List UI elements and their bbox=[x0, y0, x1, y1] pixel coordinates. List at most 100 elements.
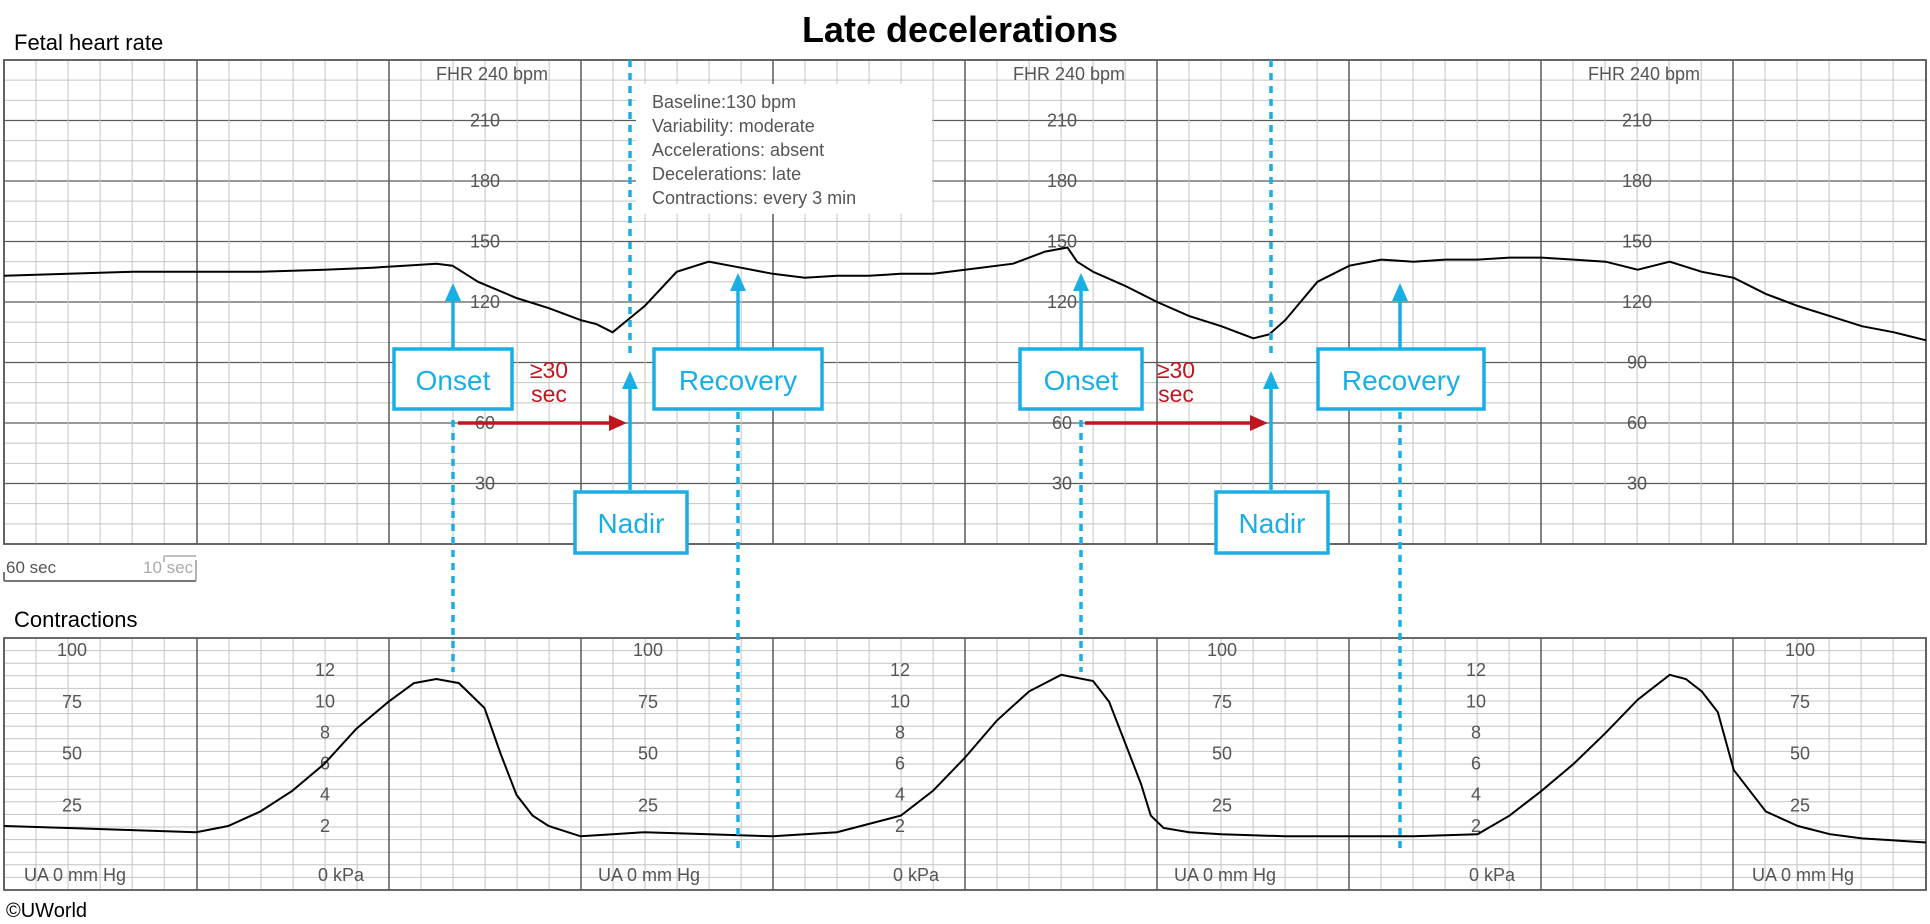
contraction-mmhg-tick: 100 bbox=[57, 640, 87, 660]
contraction-kpa-tick: 2 bbox=[895, 816, 905, 836]
fhr-tick-label: 120 bbox=[1622, 292, 1652, 312]
onset-box-2 bbox=[1018, 347, 1144, 411]
contraction-kpa-tick: 12 bbox=[315, 660, 335, 680]
fhr-axis-labels: FHR 240 bpm 30 60 120 150 180 210 FHR 240 bpm 30… bbox=[436, 64, 1700, 494]
nadir-label-1: Nadir bbox=[598, 508, 665, 539]
fhr-tick-label: 210 bbox=[470, 111, 500, 131]
nadir-label-2: Nadir bbox=[1239, 508, 1306, 539]
onset-label-1: Onset bbox=[416, 365, 491, 396]
info-box: Baseline:130 bpm Variability: moderate A… bbox=[636, 84, 932, 214]
fhr-tick-label: 150 bbox=[470, 232, 500, 252]
contraction-kpa-tick: 4 bbox=[320, 785, 330, 805]
contraction-baseline-label: 0 kPa bbox=[893, 865, 940, 885]
fhr-tick-label: 120 bbox=[1047, 292, 1077, 312]
contraction-kpa-tick: 4 bbox=[1471, 785, 1481, 805]
contraction-kpa-tick: 8 bbox=[320, 722, 330, 742]
contraction-mmhg-tick: 50 bbox=[62, 744, 82, 764]
recovery-box-2 bbox=[1316, 347, 1486, 411]
contraction-mmhg-tick: 100 bbox=[1785, 640, 1815, 660]
scale-bar-major-label: 60 sec bbox=[6, 558, 57, 577]
event-markers bbox=[451, 60, 1402, 853]
contraction-mmhg-tick: 75 bbox=[62, 692, 82, 712]
nadir-box-2 bbox=[1214, 490, 1330, 555]
contraction-mmhg-tick: 25 bbox=[1212, 795, 1232, 815]
contraction-kpa-tick: 12 bbox=[1466, 660, 1486, 680]
contraction-mmhg-tick: 50 bbox=[1212, 744, 1232, 764]
onset-label-2: Onset bbox=[1044, 365, 1119, 396]
fhr-tick-label: 30 bbox=[475, 474, 495, 494]
fhr-tick-label: 120 bbox=[470, 292, 500, 312]
contraction-baseline-label: UA 0 mm Hg bbox=[1174, 865, 1276, 885]
info-line-baseline: Baseline:130 bpm bbox=[652, 92, 796, 112]
contraction-kpa-tick: 10 bbox=[890, 691, 910, 711]
contraction-kpa-tick: 12 bbox=[890, 660, 910, 680]
fhr-tick-label: 90 bbox=[1627, 353, 1647, 373]
info-line-variability: Variability: moderate bbox=[652, 116, 815, 136]
contraction-mmhg-tick: 75 bbox=[1790, 692, 1810, 712]
contraction-mmhg-tick: 25 bbox=[1790, 795, 1810, 815]
contraction-mmhg-tick: 75 bbox=[1212, 692, 1232, 712]
fhr-scale-label: FHR 240 bpm bbox=[1013, 64, 1125, 84]
fhr-trace bbox=[3, 246, 1927, 342]
lag-label-top-1: ≥30 bbox=[530, 357, 568, 383]
contraction-mmhg-tick: 50 bbox=[1790, 744, 1810, 764]
info-line-decelerations: Decelerations: late bbox=[652, 164, 801, 184]
contractions-axis-labels: 25 50 75 100 25 50 75 100 25 50 75 100 25 50 75 100 2 4 6 8… bbox=[24, 640, 1854, 885]
fhr-tick-label: 150 bbox=[1047, 232, 1077, 252]
nadir-box-1 bbox=[573, 490, 689, 555]
contraction-mmhg-tick: 25 bbox=[62, 795, 82, 815]
contraction-kpa-tick: 6 bbox=[895, 754, 905, 774]
contraction-mmhg-tick: 25 bbox=[638, 795, 658, 815]
contraction-mmhg-tick: 100 bbox=[1207, 640, 1237, 660]
time-scale-bar: 60 sec 10 sec bbox=[3, 555, 197, 582]
fhr-panel-title: Fetal heart rate bbox=[14, 30, 163, 55]
info-line-contractions: Contractions: every 3 min bbox=[652, 188, 856, 208]
contraction-kpa-tick: 10 bbox=[315, 691, 335, 711]
fhr-grid bbox=[3, 59, 1927, 890]
contraction-baseline-label: 0 kPa bbox=[318, 865, 365, 885]
contraction-kpa-tick: 6 bbox=[1471, 754, 1481, 774]
fhr-tick-label: 60 bbox=[1052, 413, 1072, 433]
onset-box-1 bbox=[392, 347, 514, 411]
recovery-label-1: Recovery bbox=[679, 365, 797, 396]
fhr-tick-label: 150 bbox=[1622, 232, 1652, 252]
contraction-kpa-tick: 10 bbox=[1466, 691, 1486, 711]
fhr-tick-label: 30 bbox=[1052, 474, 1072, 494]
copyright-text: ©UWorld bbox=[6, 900, 87, 922]
contraction-mmhg-tick: 75 bbox=[638, 692, 658, 712]
recovery-label-2: Recovery bbox=[1342, 365, 1460, 396]
fhr-tick-label: 30 bbox=[1627, 474, 1647, 494]
contraction-mmhg-tick: 50 bbox=[638, 744, 658, 764]
lag-label-bottom-1: sec bbox=[531, 381, 567, 407]
fhr-scale-label: FHR 240 bpm bbox=[436, 64, 548, 84]
annotations: Onset ≥30 sec Nadir Recovery Onset ≥30 s… bbox=[392, 273, 1486, 555]
contraction-baseline-label: UA 0 mm Hg bbox=[24, 865, 126, 885]
contraction-kpa-tick: 2 bbox=[1471, 816, 1481, 836]
contraction-kpa-tick: 8 bbox=[895, 722, 905, 742]
fhr-tick-label: 210 bbox=[1622, 111, 1652, 131]
contraction-kpa-tick: 8 bbox=[1471, 722, 1481, 742]
contraction-kpa-tick: 4 bbox=[895, 785, 905, 805]
contractions-grid bbox=[3, 637, 1927, 891]
fhr-scale-label: FHR 240 bpm bbox=[1588, 64, 1700, 84]
figure-title: Late decelerations bbox=[802, 9, 1118, 50]
contraction-mmhg-tick: 100 bbox=[633, 640, 663, 660]
contractions-panel-title: Contractions bbox=[14, 607, 138, 632]
contraction-baseline-label: 0 kPa bbox=[1469, 865, 1516, 885]
contraction-baseline-label: UA 0 mm Hg bbox=[1752, 865, 1854, 885]
info-line-accelerations: Accelerations: absent bbox=[652, 140, 824, 160]
recovery-box-1 bbox=[652, 347, 824, 411]
fhr-tick-label: 180 bbox=[1047, 171, 1077, 191]
contraction-trace bbox=[3, 673, 1927, 844]
fhr-tick-label: 180 bbox=[1622, 171, 1652, 191]
fhr-tick-label: 180 bbox=[470, 171, 500, 191]
lag-label-top-2: ≥30 bbox=[1157, 357, 1195, 383]
scale-bar-minor-label: 10 sec bbox=[143, 558, 194, 577]
fhr-tick-label: 60 bbox=[1627, 413, 1647, 433]
contraction-kpa-tick: 2 bbox=[320, 816, 330, 836]
contraction-baseline-label: UA 0 mm Hg bbox=[598, 865, 700, 885]
fhr-tick-label: 210 bbox=[1047, 111, 1077, 131]
lag-label-bottom-2: sec bbox=[1158, 381, 1194, 407]
